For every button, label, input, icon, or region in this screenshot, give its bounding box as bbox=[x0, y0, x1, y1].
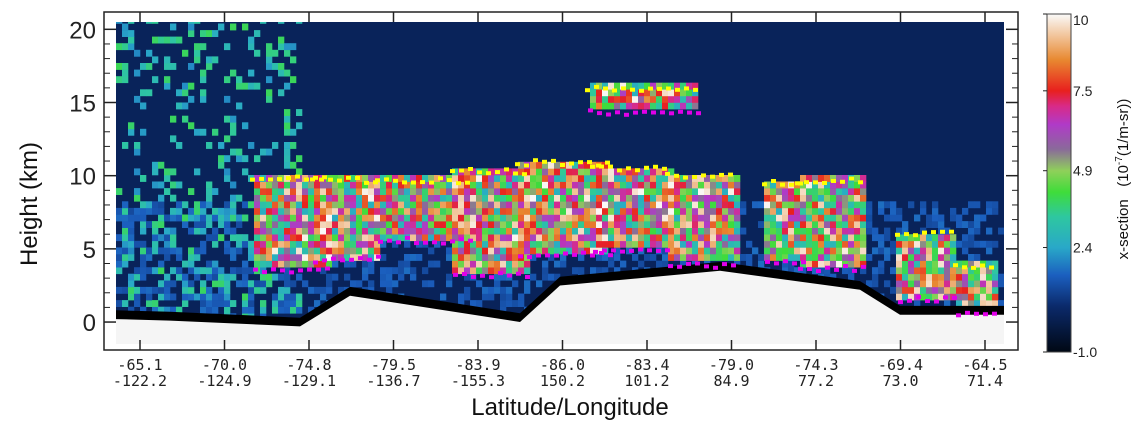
x-tick-label-lon: -155.3 bbox=[451, 372, 505, 390]
x-tick-label-lon: 84.9 bbox=[713, 372, 749, 390]
colorbar-bar bbox=[1046, 13, 1072, 353]
colorbar-title: x-section (10-7(1/m-sr)) bbox=[1114, 54, 1132, 304]
y-tick-label: 0 bbox=[83, 310, 96, 337]
colorbar: 10 7.5 4.9 2.4 -1.0 bbox=[1043, 12, 1097, 360]
x-tick-label-lat: -79.5 bbox=[371, 356, 416, 374]
x-tick-label-lat: -86.0 bbox=[540, 356, 585, 374]
x-tick-label-lon: 150.2 bbox=[540, 372, 585, 390]
x-tick-label-lat: -70.0 bbox=[202, 356, 247, 374]
colorbar-title-rest: (1/m-sr)) bbox=[1115, 98, 1132, 157]
colorbar-title-unit: (10 bbox=[1115, 165, 1132, 187]
plot-frame bbox=[103, 11, 1019, 351]
x-tick-label-lon: 77.2 bbox=[798, 372, 834, 390]
y-axis-title: Height (km) bbox=[16, 141, 43, 267]
y-tick-label: 5 bbox=[83, 237, 96, 264]
x-tick-label-lat: -64.5 bbox=[962, 356, 1007, 374]
x-tick-label-lon: -122.2 bbox=[113, 372, 167, 390]
colorbar-title-exp: -7 bbox=[1114, 156, 1125, 166]
x-tick-label-lon: 71.4 bbox=[967, 372, 1003, 390]
y-axis: 0 5 10 15 20 bbox=[69, 17, 1018, 337]
backscatter-curtain bbox=[116, 22, 1004, 344]
colorbar-tick-label: 4.9 bbox=[1073, 163, 1093, 179]
x-tick-label-lon: -136.7 bbox=[366, 372, 420, 390]
x-tick-label-lon: -124.9 bbox=[197, 372, 251, 390]
x-tick-label-lat: -74.3 bbox=[793, 356, 838, 374]
colorbar-title-main: x-section bbox=[1115, 199, 1132, 260]
x-tick-label-lat: -83.4 bbox=[624, 356, 669, 374]
x-axis: -65.1-122.2-70.0-124.9-74.8-129.1-79.5-1… bbox=[113, 12, 1008, 390]
colorbar-tick-label: 7.5 bbox=[1073, 83, 1093, 99]
x-tick-label-lon: -129.1 bbox=[282, 372, 336, 390]
colorbar-tick-label: -1.0 bbox=[1073, 344, 1097, 360]
y-tick-label: 15 bbox=[69, 91, 96, 118]
colorbar-tick-label: 10 bbox=[1073, 12, 1089, 28]
y-tick-label: 20 bbox=[69, 17, 96, 44]
x-tick-label-lat: -69.4 bbox=[878, 356, 923, 374]
axes-frame bbox=[103, 11, 1019, 351]
x-tick-label-lat: -65.1 bbox=[117, 356, 162, 374]
x-tick-label-lon: 101.2 bbox=[624, 372, 669, 390]
x-tick-label-lat: -79.0 bbox=[709, 356, 754, 374]
colorbar-tick-label: 2.4 bbox=[1073, 240, 1093, 256]
y-tick-label: 10 bbox=[69, 164, 96, 191]
x-tick-label-lat: -83.9 bbox=[455, 356, 500, 374]
x-tick-label-lon: 73.0 bbox=[882, 372, 918, 390]
x-tick-label-lat: -74.8 bbox=[286, 356, 331, 374]
x-axis-title: Latitude/Longitude bbox=[471, 394, 669, 421]
